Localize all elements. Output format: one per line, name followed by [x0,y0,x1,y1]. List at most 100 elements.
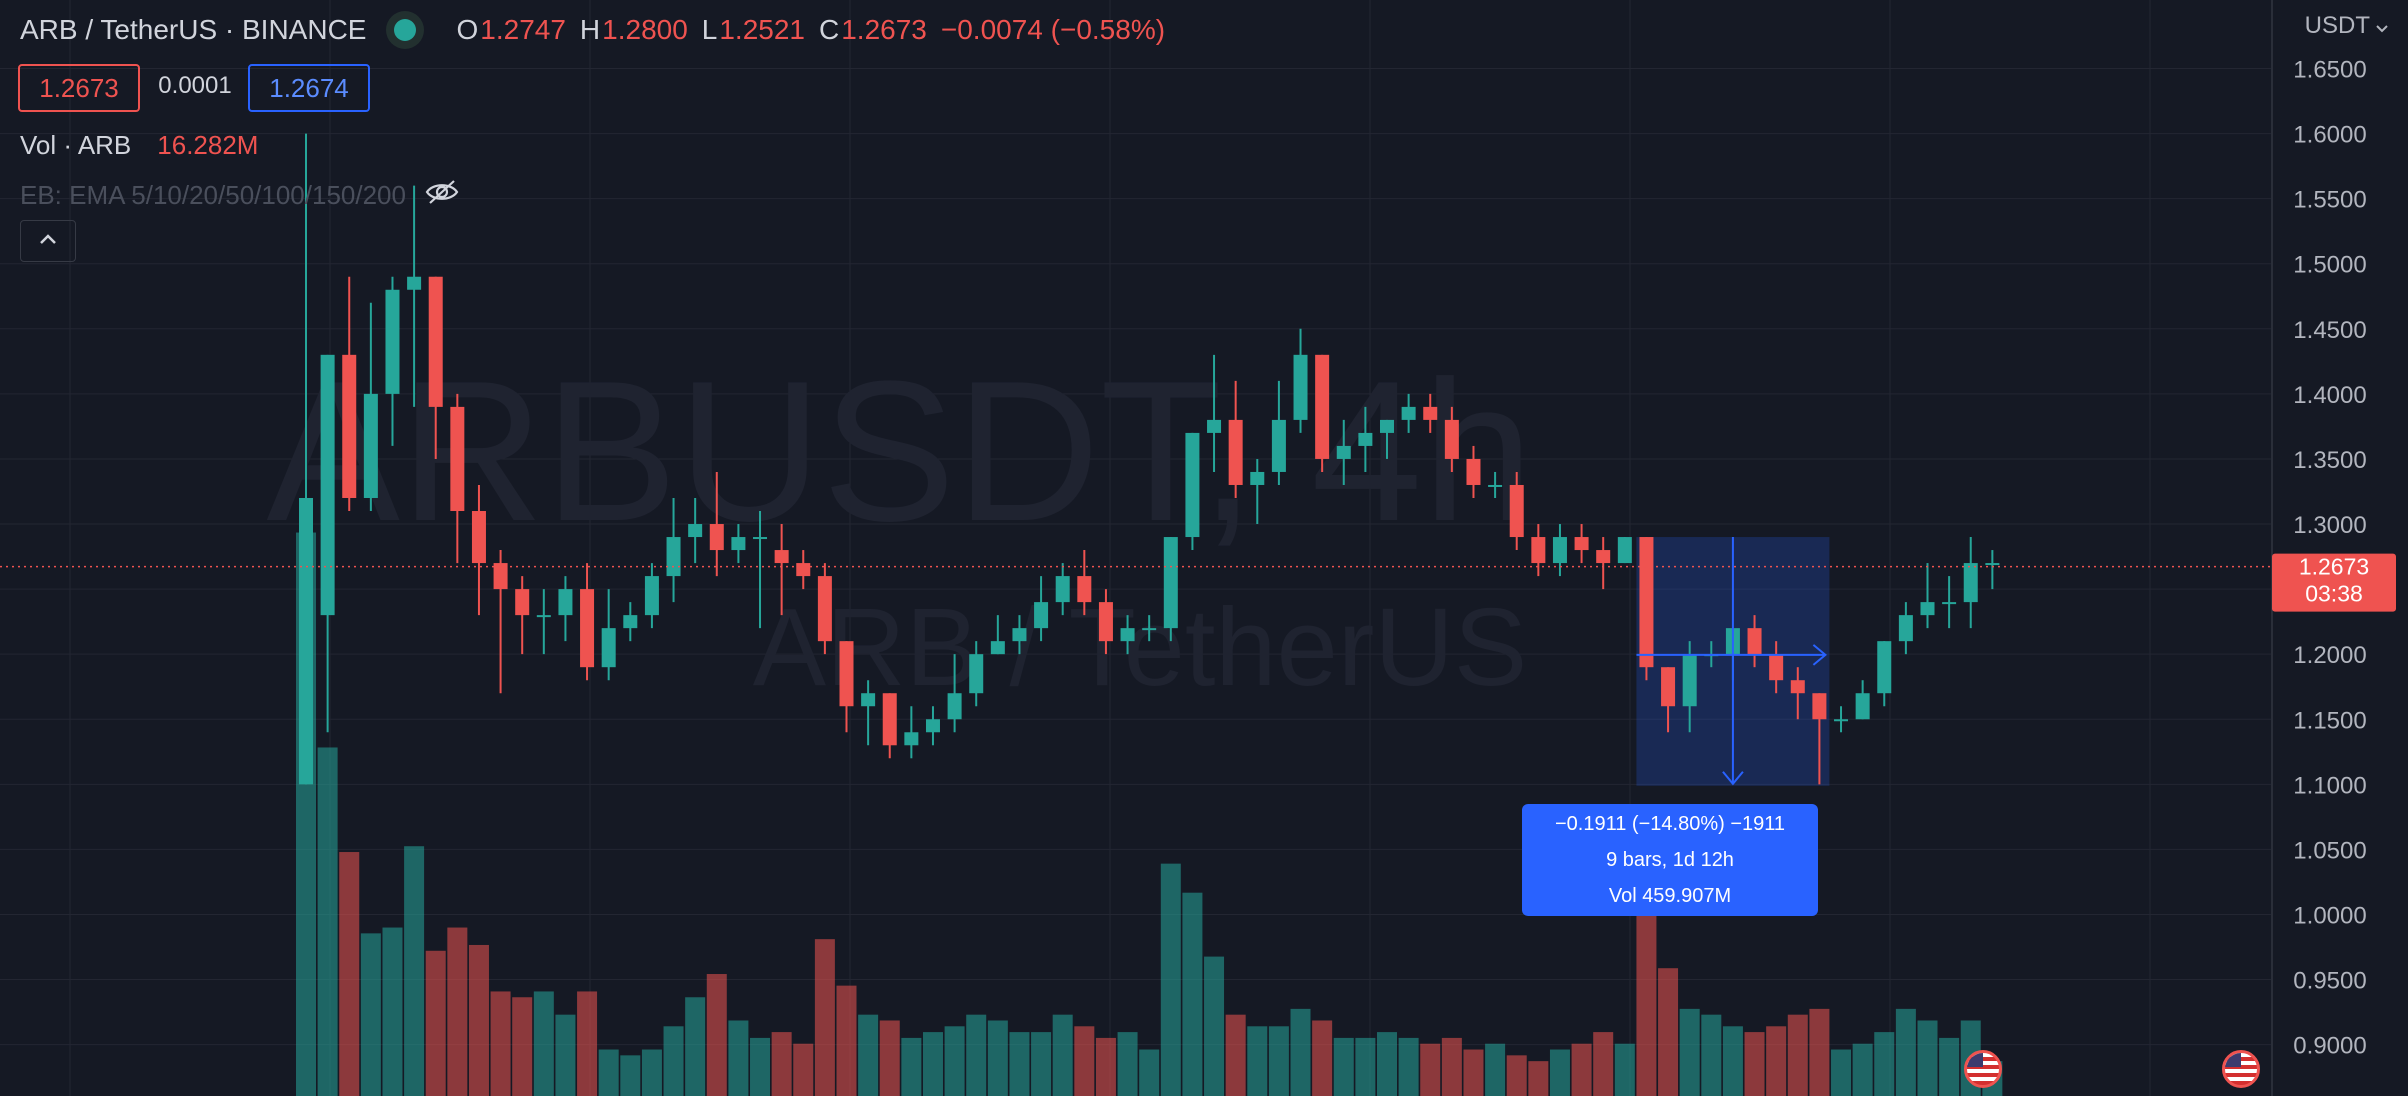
candle-body [1444,419,1459,459]
volume-bar [1182,892,1203,1096]
market-open-status-icon [394,19,417,41]
volume-bar [1485,1043,1506,1096]
volume-bar [1009,1032,1030,1096]
eye-hidden-icon[interactable] [424,178,460,213]
candle-body [1920,602,1935,616]
us-flag-event-icon[interactable] [1964,1050,2002,1088]
volume-bar [1895,1008,1916,1096]
volume-bar [1766,1026,1787,1096]
volume-bar [1463,1049,1484,1096]
y-tick-label: 1.4000 [2293,382,2366,409]
symbol-legend: ARB / TetherUS · BINANCE O 1.2747 H 1.2800… [20,14,1165,46]
candle-body [1401,406,1416,420]
volume-bar [1377,1032,1397,1096]
candle-body [1769,654,1784,681]
candle-body [493,563,508,590]
volume-bar [425,950,446,1096]
volume-bar [1031,1032,1052,1096]
candle-body [904,732,919,746]
volume-legend[interactable]: Vol · ARB 16.282M [20,130,258,161]
y-tick-label: 1.4500 [2293,317,2366,344]
us-flag-event-icon[interactable] [2222,1050,2260,1088]
volume-bar [771,1032,792,1096]
volume-bar [382,927,403,1096]
y-tick-label: 1.1500 [2293,707,2366,734]
volume-bar [555,1014,576,1096]
candle-body [1552,537,1567,564]
high-label: H [579,14,601,45]
buy-price-button[interactable]: 1.2674 [248,64,370,112]
last-price-tag [2272,553,2396,612]
candle-body [1898,615,1913,642]
volume-label: Vol · ARB [20,130,132,160]
volume-bar [1139,1049,1160,1096]
candle-body [990,641,1005,655]
candle-body [1077,576,1092,603]
candle-body [407,276,422,290]
candle-body [947,693,962,720]
indicator-label: EB: EMA 5/10/20/50/100/150/200 [20,180,406,210]
candle-body [817,576,832,642]
y-tick-label: 1.5500 [2293,187,2366,214]
candle-body [1271,419,1286,472]
candle-body [1380,419,1394,433]
y-tick-label: 1.5000 [2293,252,2366,279]
volume-bar [1074,1026,1095,1096]
chevron-up-icon [38,232,58,250]
volume-bar [1398,1037,1419,1096]
volume-bar [512,997,533,1096]
sell-price-button[interactable]: 1.2673 [18,64,140,112]
candle-body [1790,680,1805,694]
volume-bar [404,846,425,1096]
collapse-legend-button[interactable] [20,220,76,262]
candle-body [709,524,724,551]
price-scale-bg[interactable] [2272,0,2408,1096]
volume-bar [1939,1037,1960,1096]
volume-bar [1333,1037,1354,1096]
volume-bar [1052,1014,1073,1096]
y-tick-label: 1.6000 [2293,122,2366,149]
indicator-legend[interactable]: EB: EMA 5/10/20/50/100/150/200 [20,178,460,213]
volume-bar [1636,910,1657,1096]
currency-selector[interactable]: USDT [2305,12,2388,40]
low-value: 1.2521 [719,14,805,45]
candle-body [1574,537,1589,551]
candle-body [688,524,703,538]
candle-body [861,693,876,707]
candle-body [1207,419,1222,433]
volume-bar [1701,1014,1722,1096]
volume-bar [339,852,360,1096]
y-tick-label: 1.3000 [2293,512,2366,539]
volume-bar [1549,1049,1570,1096]
candle-body [1639,537,1654,668]
candle-body [580,589,595,668]
volume-bar [1744,1032,1765,1096]
measure-price-change: −0.1911 (−14.80%) −1911 [1555,813,1785,835]
volume-bar [1809,1008,1830,1096]
volume-bar [447,927,468,1096]
candle-body [1531,537,1546,564]
y-tick-label: 1.0500 [2293,837,2366,864]
volume-bar [533,991,554,1096]
volume-bar [317,747,338,1096]
symbol-title[interactable]: ARB / TetherUS · BINANCE [20,14,367,45]
candle-body [774,550,789,564]
candle-body [320,354,335,616]
candle-body [1509,484,1524,538]
y-tick-label: 1.6500 [2293,57,2366,84]
y-tick-label: 1.1000 [2293,772,2366,799]
open-value: 1.2747 [480,14,566,45]
candle-body [450,406,465,512]
volume-bar [814,939,835,1096]
candle-body [666,537,681,577]
candle-body [1488,484,1503,487]
volume-bar [360,933,381,1096]
candle-body [1596,550,1611,564]
candle-body [363,393,378,498]
candle-body [1293,354,1308,420]
candle-body [1055,576,1070,603]
volume-bar [598,1049,619,1096]
volume-bar [1204,956,1225,1096]
candle-body [385,289,400,394]
